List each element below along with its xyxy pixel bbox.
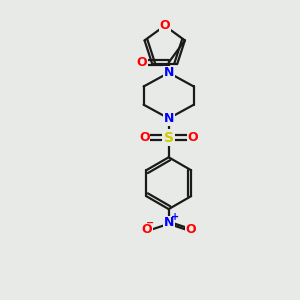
Text: N: N — [164, 216, 174, 229]
Text: O: O — [142, 223, 152, 236]
Text: O: O — [159, 19, 170, 32]
Text: N: N — [164, 66, 174, 79]
Text: N: N — [164, 112, 174, 125]
Text: S: S — [164, 130, 174, 145]
Text: −: − — [146, 218, 154, 228]
Text: O: O — [136, 56, 147, 69]
Text: O: O — [139, 131, 150, 144]
Text: O: O — [185, 223, 196, 236]
Text: O: O — [188, 131, 198, 144]
Text: +: + — [171, 212, 179, 222]
